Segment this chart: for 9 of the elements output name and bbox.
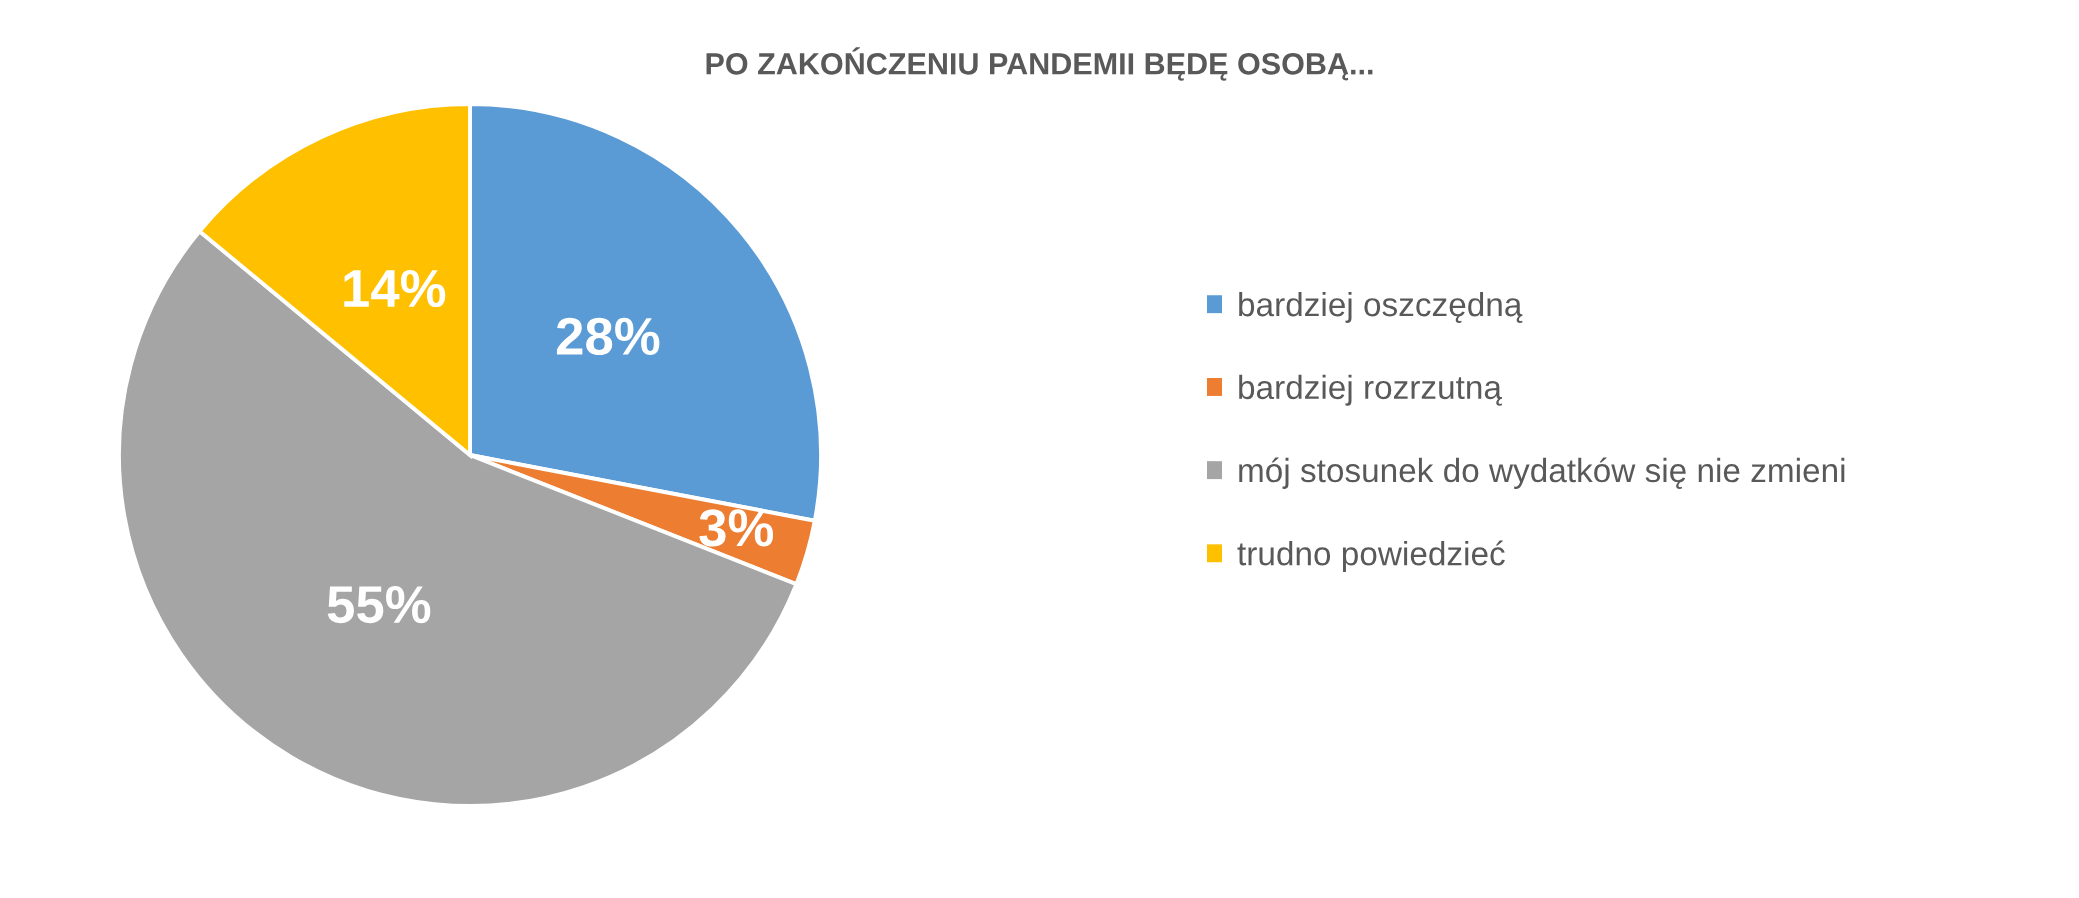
legend-label: bardziej oszczędną (1239, 291, 1523, 324)
legend-label: trudno powiedzieć (1237, 540, 1505, 573)
data-label: 3% (699, 509, 774, 547)
legend-label: bardziej rozrzutną (1239, 374, 1502, 406)
data-label: 14% (344, 269, 446, 308)
legend-label: mój stosunek do wydatków się nie zmieni (1239, 457, 1845, 489)
data-label: 55% (327, 586, 431, 624)
data-label: 28% (556, 317, 660, 356)
chart-title: PO ZAKOŃCZENIU PANDEMII BĘDĘ OSOBĄ... (706, 47, 1373, 81)
